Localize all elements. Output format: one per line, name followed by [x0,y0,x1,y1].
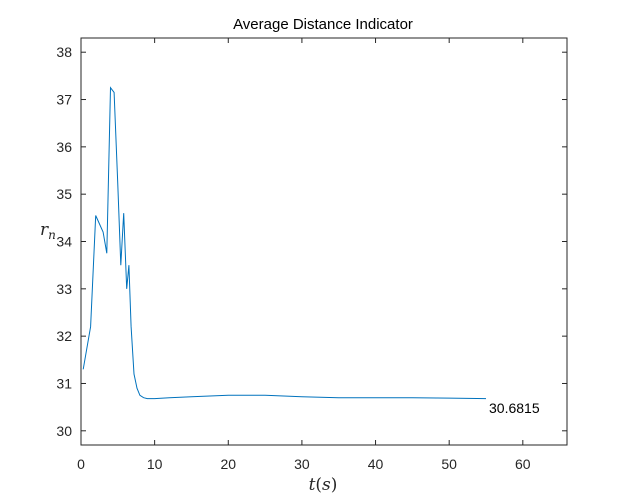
y-tick-label: 33 [56,281,72,297]
x-tick-labels: 0 10 20 30 40 50 60 [77,456,531,472]
x-tick-label: 60 [515,456,531,472]
y-tick-label: 30 [56,423,72,439]
y-tick-label: 38 [56,44,72,60]
x-tick-label: 0 [77,456,85,472]
y-tick-label: 36 [56,139,72,155]
x-axis-label: t(s) [309,475,338,495]
y-tick-label: 31 [56,375,72,391]
x-tick-label: 10 [147,456,163,472]
y-tick-label: 37 [56,92,72,108]
end-value-annotation: 30.6815 [489,400,540,416]
x-tick-label: 40 [368,456,384,472]
axis-ticks [80,38,567,445]
y-tick-label: 35 [56,186,72,202]
y-tick-label: 34 [56,234,72,250]
plot-area [80,37,568,446]
series-line [82,86,487,400]
y-tick-label: 32 [56,328,72,344]
y-axis-label: rn [40,220,56,242]
x-tick-label: 20 [220,456,236,472]
x-tick-label: 30 [294,456,310,472]
x-tick-label: 50 [441,456,457,472]
chart-title: Average Distance Indicator [233,16,413,33]
y-tick-labels: 30 31 32 33 34 35 36 37 38 [56,44,72,439]
